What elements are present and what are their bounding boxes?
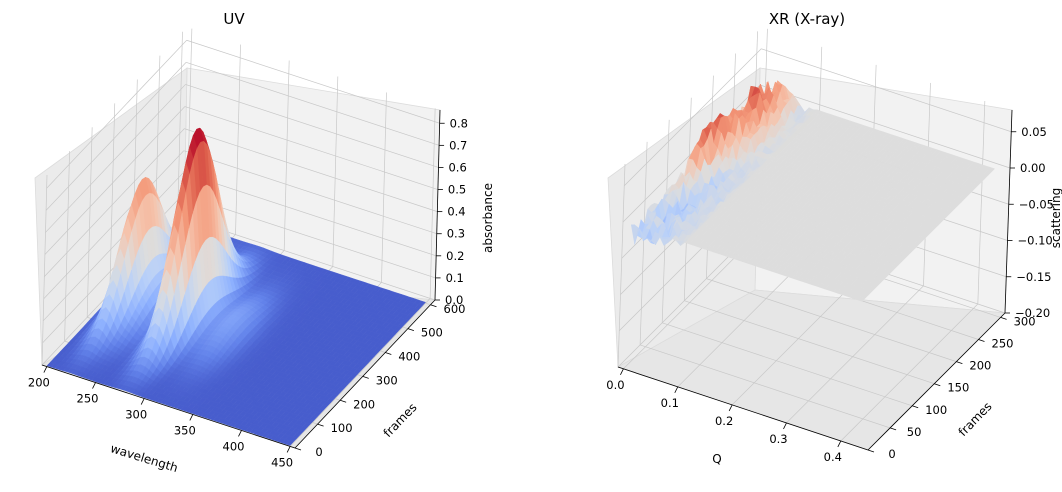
y-tick-label: 0 xyxy=(315,445,322,459)
y-tick-label: 500 xyxy=(421,326,443,340)
uv-title: UV xyxy=(223,10,245,28)
y-tick-label: 100 xyxy=(925,403,947,417)
z-tick-label: 0.2 xyxy=(446,249,464,263)
x-tick xyxy=(620,368,624,375)
y-tick xyxy=(430,304,437,308)
x-tick-label: 400 xyxy=(223,439,245,453)
y-tick xyxy=(1000,317,1007,320)
y-tick-label: 300 xyxy=(376,373,398,387)
x-tick-label: 0.1 xyxy=(661,396,679,410)
z-tick-label: 0.5 xyxy=(448,183,466,197)
y-tick xyxy=(956,361,963,364)
x-tick-label: 300 xyxy=(125,408,147,422)
uv-panel: 20025030035040045001002003004005006000.0… xyxy=(28,10,495,475)
z-tick-label: 0.1 xyxy=(446,271,464,285)
x-tick-label: 450 xyxy=(271,455,293,469)
y-tick-label: 400 xyxy=(398,350,420,364)
x-tick-label: 0.4 xyxy=(824,450,842,464)
y-tick xyxy=(362,376,369,379)
xr-z-axis-label: scattering xyxy=(1049,188,1062,249)
xr-y-axis-label: frames xyxy=(956,399,995,439)
y-tick xyxy=(385,352,392,355)
x-tick xyxy=(837,440,842,448)
x-tick-label: 0.2 xyxy=(715,414,733,428)
xr-x-axis-label: Q xyxy=(712,452,721,466)
uv-x-axis-label: wavelength xyxy=(109,441,180,475)
z-tick-label: 0.4 xyxy=(447,205,465,219)
x-tick-label: 350 xyxy=(174,423,196,437)
y-tick-label: 150 xyxy=(947,381,969,395)
uv-y-axis-label: frames xyxy=(381,400,420,440)
z-tick-label: −0.10 xyxy=(1018,234,1053,248)
x-tick xyxy=(728,404,733,412)
y-tick xyxy=(889,427,897,431)
uv-surface xyxy=(46,127,426,446)
x-tick xyxy=(238,430,242,437)
y-tick-label: 250 xyxy=(992,337,1014,351)
z-tick-label: 0.8 xyxy=(450,116,468,130)
x-tick xyxy=(43,366,48,373)
x-tick xyxy=(92,382,96,389)
xr-title: XR (X-ray) xyxy=(769,10,845,28)
xr-panel: 0.00.10.20.30.4 0501001502002503000.050.0… xyxy=(606,10,1062,466)
z-tick-label: −0.15 xyxy=(1016,270,1051,284)
x-tick xyxy=(189,414,194,421)
x-tick-label: 0.3 xyxy=(769,432,787,446)
x-tick-label: 200 xyxy=(28,376,50,390)
y-tick-label: 50 xyxy=(907,425,922,439)
y-tick xyxy=(912,405,919,409)
y-tick-label: 100 xyxy=(331,421,353,435)
x-tick xyxy=(140,398,145,405)
z-tick-label: −0.20 xyxy=(1015,306,1050,320)
y-tick-label: 0 xyxy=(888,447,895,461)
y-tick xyxy=(978,339,985,342)
z-tick-label: 0.6 xyxy=(448,160,466,174)
y-tick xyxy=(294,447,302,451)
y-tick xyxy=(934,383,941,387)
x-tick xyxy=(286,446,291,453)
y-tick xyxy=(867,449,875,453)
x-tick-label: 250 xyxy=(77,392,99,406)
y-tick-label: 200 xyxy=(353,397,375,411)
x-tick xyxy=(783,422,787,430)
z-tick-label: 0.3 xyxy=(447,227,465,241)
z-tick-label: 0.0 xyxy=(445,293,463,307)
y-tick-label: 200 xyxy=(969,359,991,373)
uv-z-axis-label: absorbance xyxy=(481,183,495,253)
y-tick xyxy=(317,423,324,427)
y-tick xyxy=(407,328,415,332)
z-tick-label: 0.7 xyxy=(449,138,467,152)
x-tick-label: 0.0 xyxy=(606,378,624,392)
x-tick xyxy=(674,386,679,394)
z-tick-label: 0.05 xyxy=(1021,125,1047,139)
z-tick-label: 0.00 xyxy=(1020,161,1046,175)
y-tick xyxy=(340,399,347,403)
